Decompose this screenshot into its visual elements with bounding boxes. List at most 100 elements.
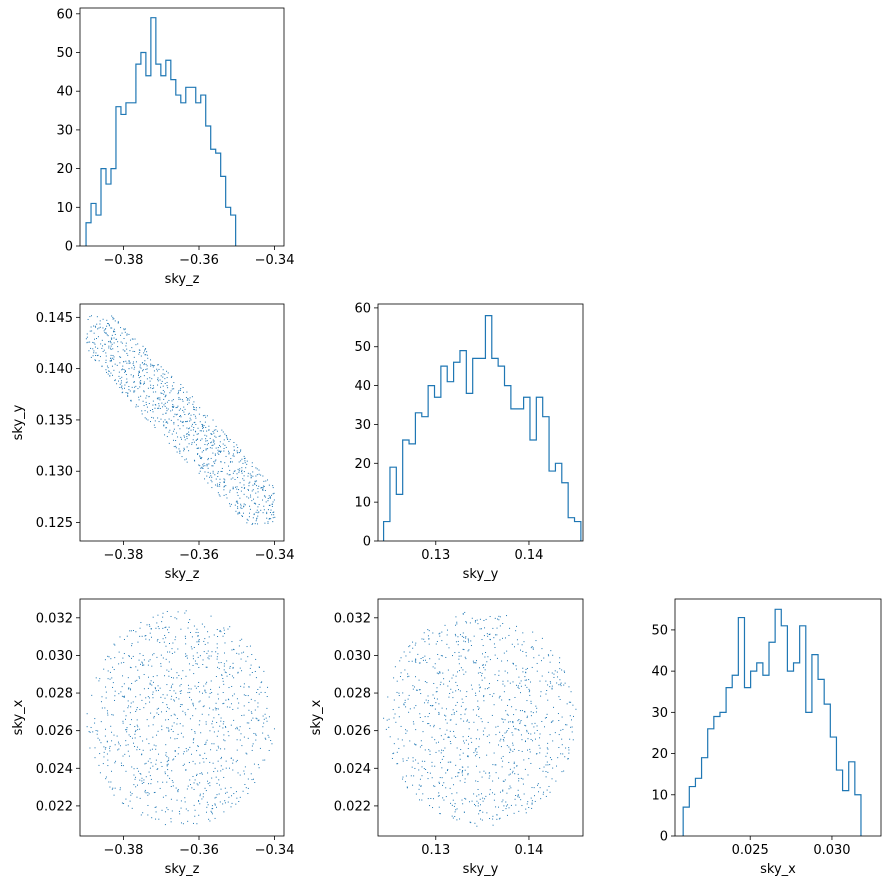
scatter-point [225,672,227,674]
scatter-point [427,629,429,631]
scatter-point [419,799,420,801]
scatter-point [168,729,170,731]
scatter-point [206,444,208,446]
scatter-point [110,348,112,350]
scatter-point [480,793,482,795]
scatter-point [162,702,164,704]
scatter-point [443,678,445,680]
scatter-point [149,767,151,769]
scatter-point [431,765,433,767]
scatter-point [107,655,109,657]
scatter-point [475,660,477,662]
scatter-point [193,406,195,408]
scatter-point [566,703,568,705]
x-tick-label: −0.38 [104,548,144,563]
y-tick-label: 0.135 [36,413,73,428]
scatter-point [122,765,124,767]
scatter-point [196,438,198,440]
scatter-point [173,758,175,760]
scatter-point [513,714,515,716]
y-tick-label: 0.026 [334,724,371,739]
scatter-point [109,747,111,749]
scatter-point [156,622,158,624]
scatter-point [182,400,184,402]
scatter-point [193,782,195,784]
scatter-point [236,698,238,700]
scatter-point [121,386,123,388]
scatter-point [208,425,210,427]
scatter-point [209,730,211,732]
scatter-point [210,680,212,682]
scatter-point [210,688,212,690]
scatter-point [207,650,209,652]
scatter-point [521,739,523,741]
scatter-point [429,753,431,755]
scatter-point [110,781,112,783]
scatter-point [128,687,130,689]
scatter-point [180,683,182,685]
scatter-point [105,686,107,688]
scatter-point [504,637,506,639]
scatter-point [138,659,140,661]
scatter-point [93,342,95,344]
scatter-point [424,760,426,762]
scatter-point [171,388,173,390]
scatter-point [140,773,142,775]
scatter-point [169,651,171,653]
scatter-point [121,695,123,697]
scatter-point [158,368,160,370]
scatter-point [463,640,465,642]
scatter-point [145,703,147,705]
scatter-point [267,500,269,502]
scatter-point [535,640,537,642]
scatter-point [170,390,172,392]
scatter-point [499,817,501,819]
scatter-point [216,643,218,645]
scatter-point [468,641,470,643]
scatter-point [150,387,152,389]
scatter-point [154,420,156,422]
scatter-point [429,750,431,752]
scatter-point [524,741,526,743]
scatter-point [499,639,501,641]
scatter-point [184,712,186,714]
scatter-point [431,705,433,707]
scatter-point [502,799,504,801]
scatter-point [161,765,163,767]
scatter-point [572,739,574,741]
scatter-point [251,745,253,747]
scatter-point [206,465,208,467]
scatter-point [164,378,166,380]
scatter-point [256,517,258,519]
scatter-point [198,641,200,643]
scatter-point [149,380,151,382]
scatter-point [447,769,449,771]
scatter-point [462,803,464,805]
scatter-point [195,631,197,633]
scatter-point [262,485,264,487]
plot-data-area [86,610,275,826]
scatter-point [112,686,114,688]
scatter-point [236,450,238,452]
scatter-point [204,638,206,640]
scatter-point [405,655,407,657]
scatter-point [188,402,190,404]
scatter-point [130,702,132,704]
scatter-point [148,793,150,795]
scatter-point [219,629,221,631]
scatter-point [218,686,220,688]
scatter-point [178,390,180,392]
scatter-point [465,739,467,741]
scatter-point [243,651,245,653]
scatter-point [450,802,452,804]
scatter-point [462,669,464,671]
scatter-point [98,360,100,362]
scatter-point [438,713,440,715]
scatter-point [117,351,119,353]
scatter-point [471,800,473,802]
scatter-point [93,325,95,327]
scatter-point [571,731,573,733]
scatter-point [495,806,497,808]
scatter-point [263,495,265,497]
scatter-point [471,688,473,690]
